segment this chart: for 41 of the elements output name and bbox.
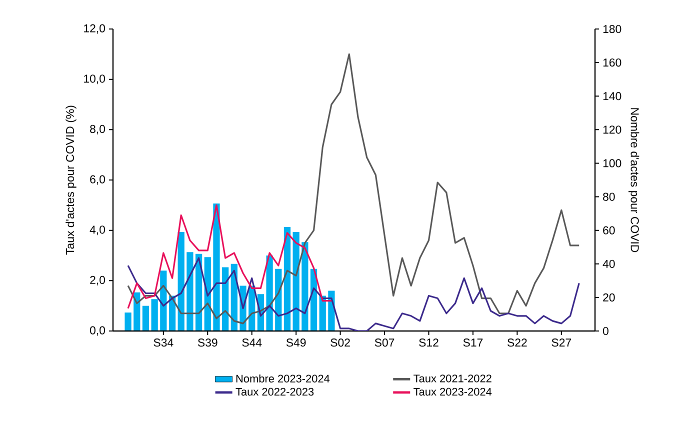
y-axis-title: Taux d'actes pour COVID (%) [66, 106, 76, 255]
y2-tick-label: 40 [602, 260, 615, 268]
bar [178, 232, 184, 331]
x-tick-label: S44 [242, 338, 262, 347]
bar [266, 256, 273, 331]
y2-tick-label: 160 [603, 58, 622, 67]
y-tick-label: 6,0 [90, 175, 106, 185]
bar [124, 312, 132, 331]
bar [142, 306, 150, 331]
y2-tick-label: 80 [603, 192, 615, 201]
y2-tick-label: 20 [603, 293, 615, 302]
x-tick-label: S34 [154, 338, 174, 347]
x-tick-label: S02 [330, 338, 350, 347]
legend-label: Taux 2023-2024 [414, 388, 492, 396]
bar [151, 299, 158, 331]
y-tick-label: 12,0 [84, 24, 106, 34]
x-tick-label: S12 [419, 338, 438, 347]
legend-label: Taux 2022-2023 [236, 388, 314, 396]
y-tick-label: 8,0 [90, 124, 106, 134]
x-tick-label: S49 [286, 338, 306, 347]
bar [186, 252, 194, 331]
y2-tick-label: 180 [603, 24, 622, 34]
y-tick-label: 0,0 [90, 326, 106, 336]
x-tick-label: S22 [508, 338, 527, 347]
bar [222, 267, 229, 331]
y2-tick-label: 120 [603, 126, 622, 134]
y-tick-label: 10,0 [84, 74, 106, 84]
y2-tick-label: 60 [603, 226, 615, 234]
x-tick-label: S07 [374, 338, 394, 347]
line-series [127, 204, 332, 310]
y2-axis-title: Nombre d'actes pour COVID [628, 108, 640, 252]
y2-tick-label: 0 [602, 326, 608, 336]
x-tick-label: S17 [463, 338, 483, 347]
y2-tick-label: 140 [603, 92, 622, 100]
x-tick-label: S27 [552, 338, 572, 347]
x-tick-label: S39 [198, 338, 218, 347]
y-tick-label: 4,0 [90, 226, 106, 236]
y-tick-label: 2,0 [90, 276, 106, 286]
legend-label: Taux 2021-2022 [414, 374, 492, 382]
legend-label: Nombre 2023-2024 [236, 374, 330, 382]
y2-tick-label: 100 [603, 159, 622, 168]
